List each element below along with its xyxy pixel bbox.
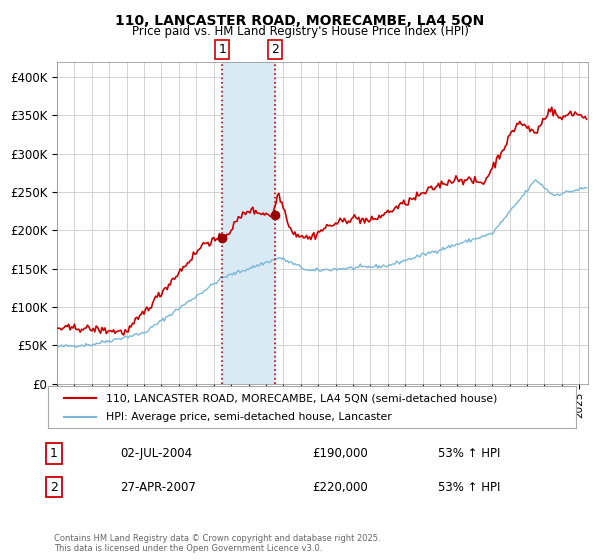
Text: 53% ↑ HPI: 53% ↑ HPI — [438, 480, 500, 494]
Text: 2: 2 — [271, 43, 278, 56]
Text: Contains HM Land Registry data © Crown copyright and database right 2025.
This d: Contains HM Land Registry data © Crown c… — [54, 534, 380, 553]
Text: 2: 2 — [50, 480, 58, 494]
Text: HPI: Average price, semi-detached house, Lancaster: HPI: Average price, semi-detached house,… — [106, 412, 392, 422]
Bar — [223, 62, 275, 384]
Text: 1: 1 — [218, 43, 226, 56]
Text: 27-APR-2007: 27-APR-2007 — [120, 480, 196, 494]
Text: 02-JUL-2004: 02-JUL-2004 — [120, 447, 192, 460]
Text: £190,000: £190,000 — [312, 447, 368, 460]
Text: 110, LANCASTER ROAD, MORECAMBE, LA4 5QN: 110, LANCASTER ROAD, MORECAMBE, LA4 5QN — [115, 14, 485, 28]
Text: 1: 1 — [50, 447, 58, 460]
Text: Price paid vs. HM Land Registry's House Price Index (HPI): Price paid vs. HM Land Registry's House … — [131, 25, 469, 38]
Text: 53% ↑ HPI: 53% ↑ HPI — [438, 447, 500, 460]
Text: £220,000: £220,000 — [312, 480, 368, 494]
Text: 110, LANCASTER ROAD, MORECAMBE, LA4 5QN (semi-detached house): 110, LANCASTER ROAD, MORECAMBE, LA4 5QN … — [106, 393, 497, 403]
